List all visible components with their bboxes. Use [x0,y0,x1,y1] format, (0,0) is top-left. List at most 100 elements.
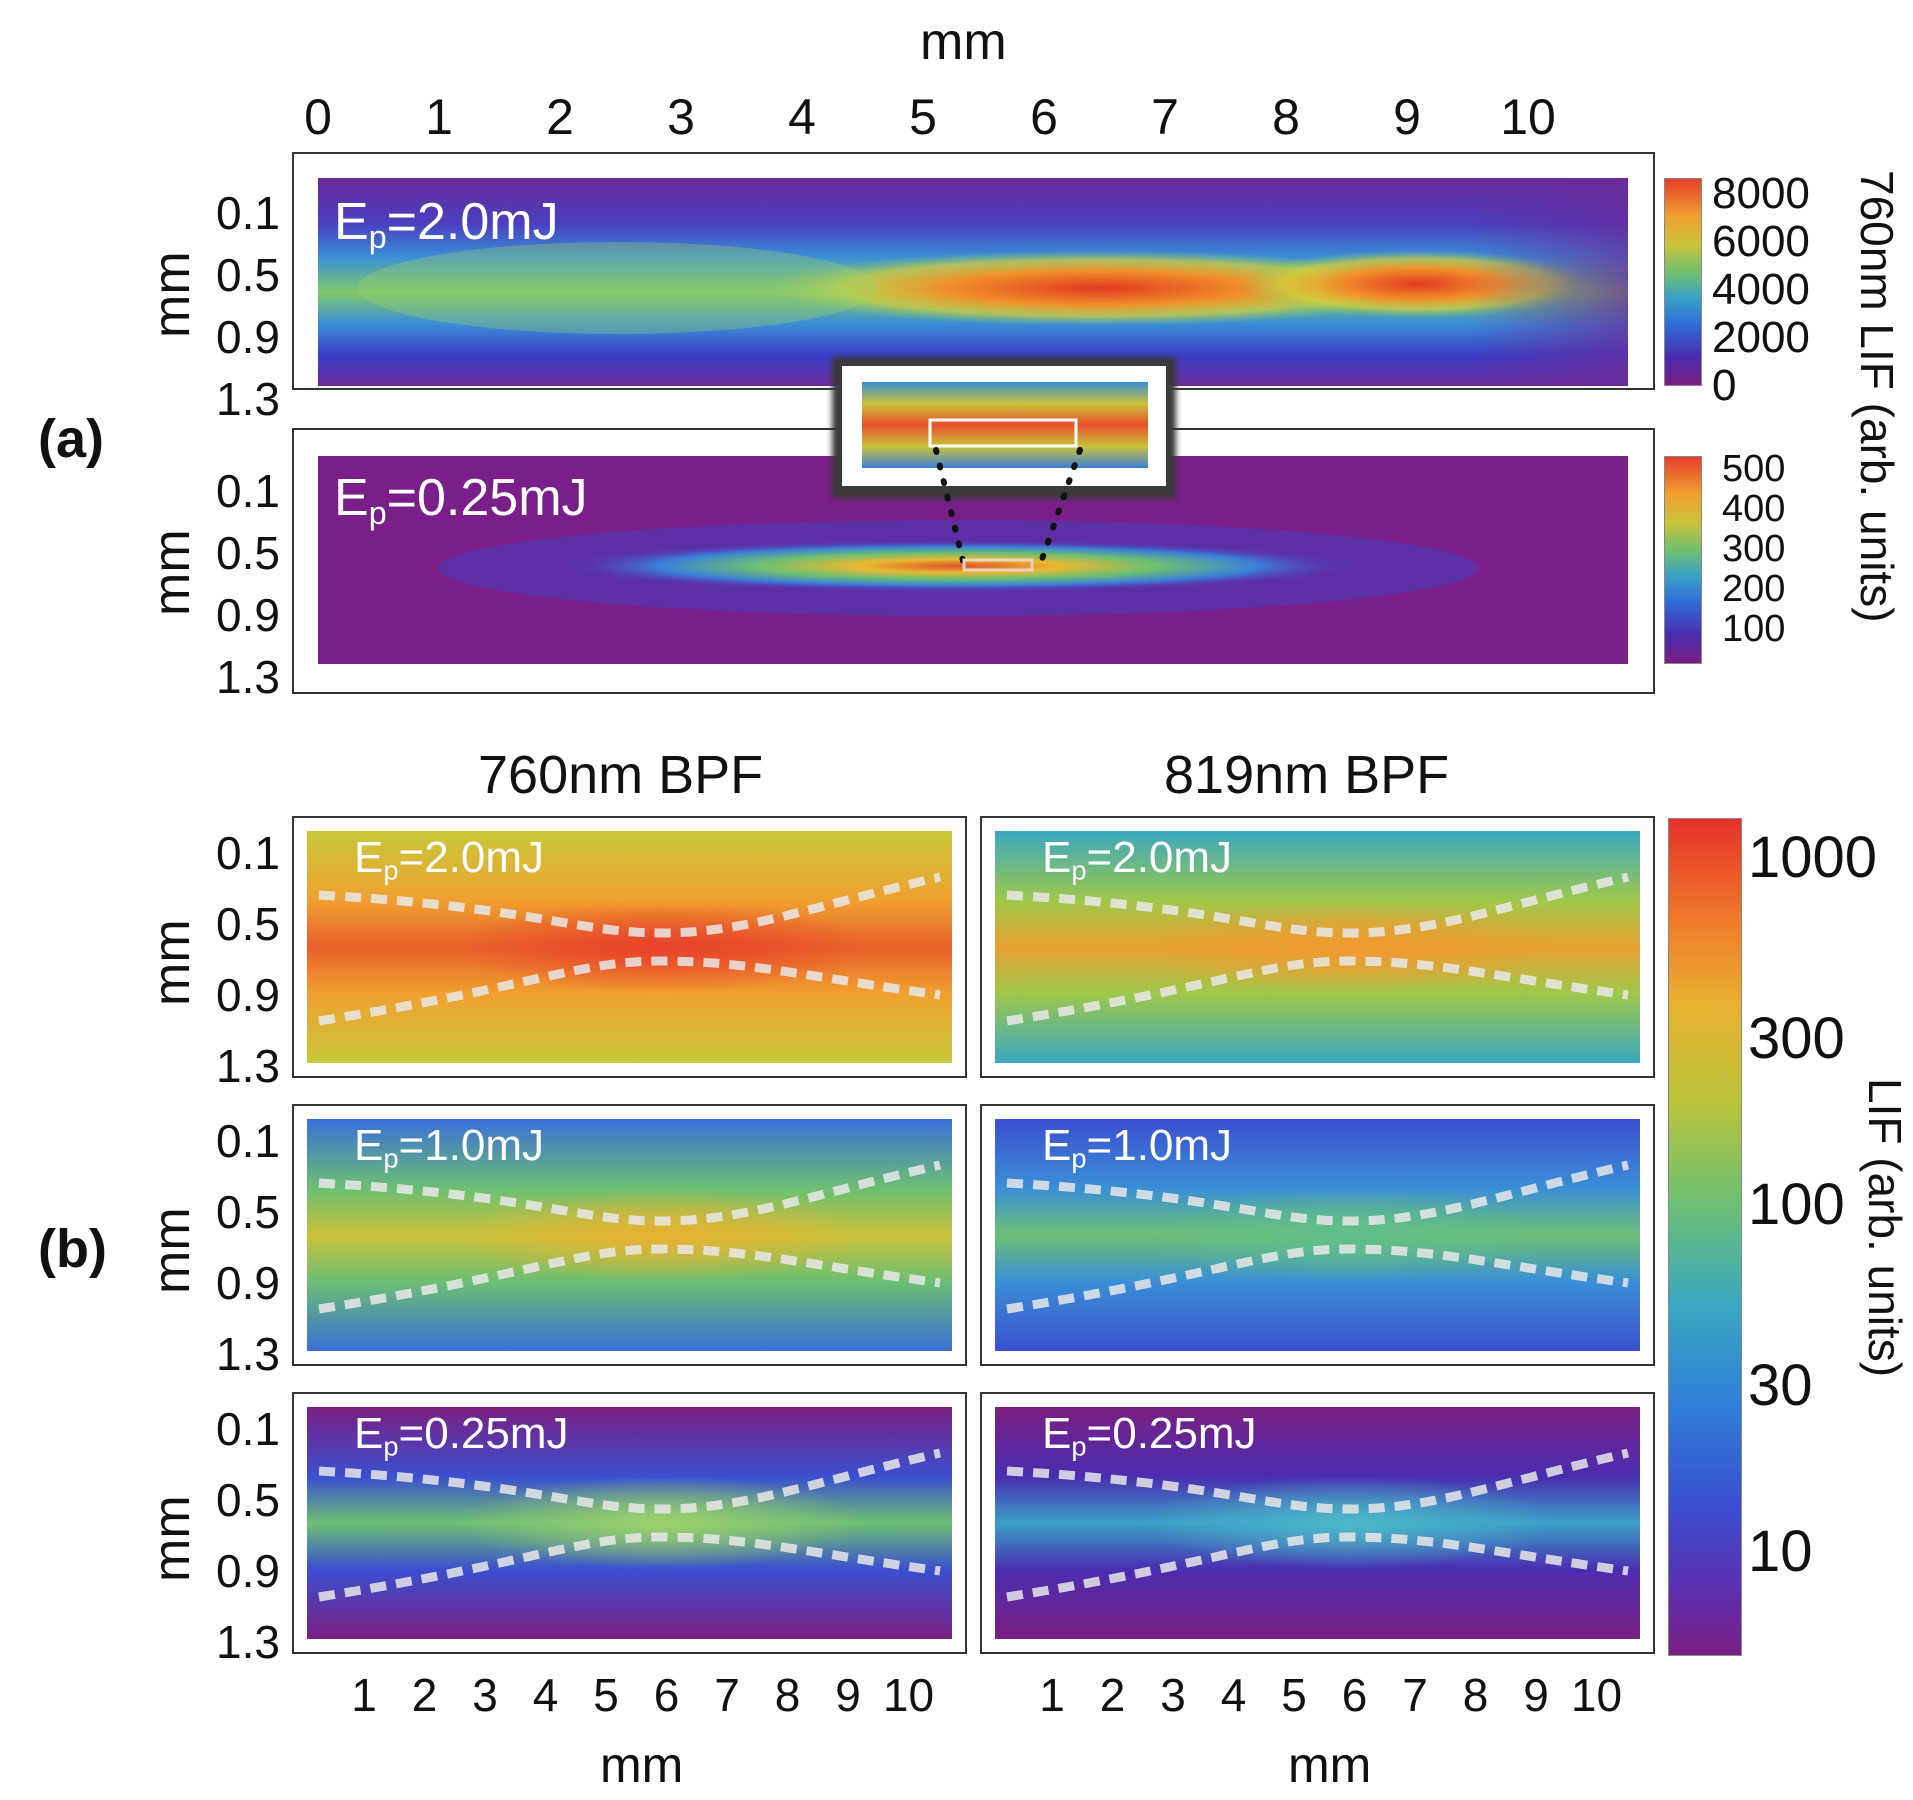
panel-b-y-axis-title: mm [143,919,201,1006]
y-tick-label: 1.3 [216,1616,280,1668]
x-tick-label: 8 [774,1669,801,1721]
x-tick-label: 9 [1393,89,1421,145]
panel-b-energy-label: Ep=2.0mJ [1042,833,1233,886]
panel-b-energy-label: Ep=0.25mJ [354,1409,569,1462]
panel-b-energy-label: Ep=0.25mJ [1042,1409,1257,1462]
colorbar-tick-label: 10 [1748,1518,1813,1584]
x-tick-label: 5 [909,89,937,145]
x-tick-label: 7 [1402,1669,1428,1721]
panel-b-energy-label: Ep=1.0mJ [1042,1121,1233,1174]
y-tick-label: 0.9 [216,1545,280,1597]
panel-b-x-axis-title: mm [1288,1737,1372,1793]
panel-a-colorbar-title: 760nm LIF (arb. units) [1851,170,1903,623]
x-tick-label: 6 [1030,89,1058,145]
column-title-819nm: 819nm BPF [1164,745,1450,805]
x-tick-label: 3 [472,1669,498,1721]
y-tick-label: 0.1 [216,187,280,239]
colorbar-tick-label: 100 [1722,608,1786,650]
y-tick-label: 0.1 [216,1115,280,1167]
panel-b-heatmap [307,1119,952,1351]
y-tick-label: 1.3 [216,651,280,703]
panel-b-colorbar [1668,818,1742,1656]
colorbar-tick-label: 30 [1748,1352,1813,1418]
x-tick-label: 1 [351,1669,377,1721]
x-tick-label: 3 [1160,1669,1186,1721]
x-tick-label: 10 [1570,1669,1623,1721]
y-tick-label: 0.9 [216,589,280,641]
y-tick-label: 0.1 [216,465,280,517]
panel-a-inset [842,366,1166,486]
panel-b-energy-label: Ep=1.0mJ [354,1121,545,1174]
colorbar-tick-label: 8000 [1712,169,1810,218]
colorbar-tick-label: 2000 [1712,313,1810,362]
panel-label-b: (b) [38,1219,107,1279]
colorbar-tick-label: 0 [1712,361,1737,410]
panel-a-x-axis-title: mm [920,13,1007,71]
x-tick-label: 10 [1500,89,1556,145]
x-tick-label: 1 [425,89,453,145]
panel-a-inset-connector [933,447,1083,572]
x-tick-label: 3 [667,89,695,145]
x-tick-label: 2 [411,1669,438,1721]
colorbar-tick-label: 300 [1722,528,1786,570]
x-tick-label: 2 [1099,1669,1126,1721]
panel-b-energy-label: Ep=2.0mJ [354,833,545,886]
x-tick-label: 7 [714,1669,740,1721]
panel-a-top-colorbar [1664,178,1702,386]
y-tick-label: 0.9 [216,311,280,363]
y-tick-label: 1.3 [216,373,280,425]
y-tick-label: 1.3 [216,1328,280,1380]
colorbar-tick-label: 100 [1748,1171,1845,1237]
y-tick-label: 0.5 [216,1474,280,1526]
panel-a-bottom-energy-label: Ep=0.25mJ [334,469,588,532]
x-tick-label: 7 [1151,89,1179,145]
y-tick-label: 0.9 [216,1257,280,1309]
y-tick-label: 0.5 [216,527,280,579]
x-tick-label: 10 [882,1669,935,1721]
x-tick-label: 1 [1039,1669,1065,1721]
x-tick-label: 8 [1462,1669,1489,1721]
panel-a-top-energy-label: Ep=2.0mJ [334,193,559,256]
panel-a-bottom-y-axis-title: mm [143,529,201,616]
panel-a-bottom-colorbar [1664,456,1702,664]
x-tick-label: 6 [1341,1669,1368,1721]
panel-a-top-heatmap [318,178,1628,386]
x-tick-label: 4 [532,1669,559,1721]
colorbar-tick-label: 400 [1722,488,1786,530]
panel-b-heatmap [995,1407,1640,1639]
x-tick-label: 5 [593,1669,619,1721]
colorbar-tick-label: 500 [1722,448,1786,490]
colorbar-tick-label: 200 [1722,568,1786,610]
panel-a-top-y-axis-title: mm [143,251,201,338]
panel-b-heatmap [307,831,952,1063]
y-tick-label: 0.1 [216,1403,280,1455]
x-tick-label: 6 [653,1669,680,1721]
x-tick-label: 4 [788,89,816,145]
x-tick-label: 8 [1272,89,1300,145]
panel-b-y-axis-title: mm [143,1207,201,1294]
x-tick-label: 2 [546,89,574,145]
x-tick-label: 4 [1220,1669,1247,1721]
column-title-760nm: 760nm BPF [478,745,764,805]
x-tick-label: 5 [1281,1669,1307,1721]
panel-b-colorbar-title: LIF (arb. units) [1859,1078,1911,1378]
y-tick-label: 0.9 [216,969,280,1021]
x-tick-label: 0 [304,89,332,145]
panel-label-a: (a) [38,409,104,469]
panel-b-heatmap [307,1407,952,1639]
x-tick-label: 9 [1523,1669,1549,1721]
panel-b-heatmap [995,831,1640,1063]
colorbar-tick-label: 1000 [1748,824,1878,890]
y-tick-label: 0.5 [216,898,280,950]
colorbar-tick-label: 300 [1748,1005,1845,1071]
y-tick-label: 1.3 [216,1040,280,1092]
panel-b-x-axis-title: mm [600,1737,684,1793]
y-tick-label: 0.5 [216,1186,280,1238]
x-tick-label: 9 [835,1669,861,1721]
panel-b-heatmap [995,1119,1640,1351]
panel-b-y-axis-title: mm [143,1495,201,1582]
colorbar-tick-label: 4000 [1712,265,1810,314]
colorbar-tick-label: 6000 [1712,217,1810,266]
y-tick-label: 0.5 [216,249,280,301]
y-tick-label: 0.1 [216,827,280,879]
